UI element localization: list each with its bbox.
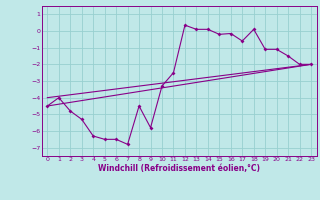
X-axis label: Windchill (Refroidissement éolien,°C): Windchill (Refroidissement éolien,°C) [98, 164, 260, 173]
